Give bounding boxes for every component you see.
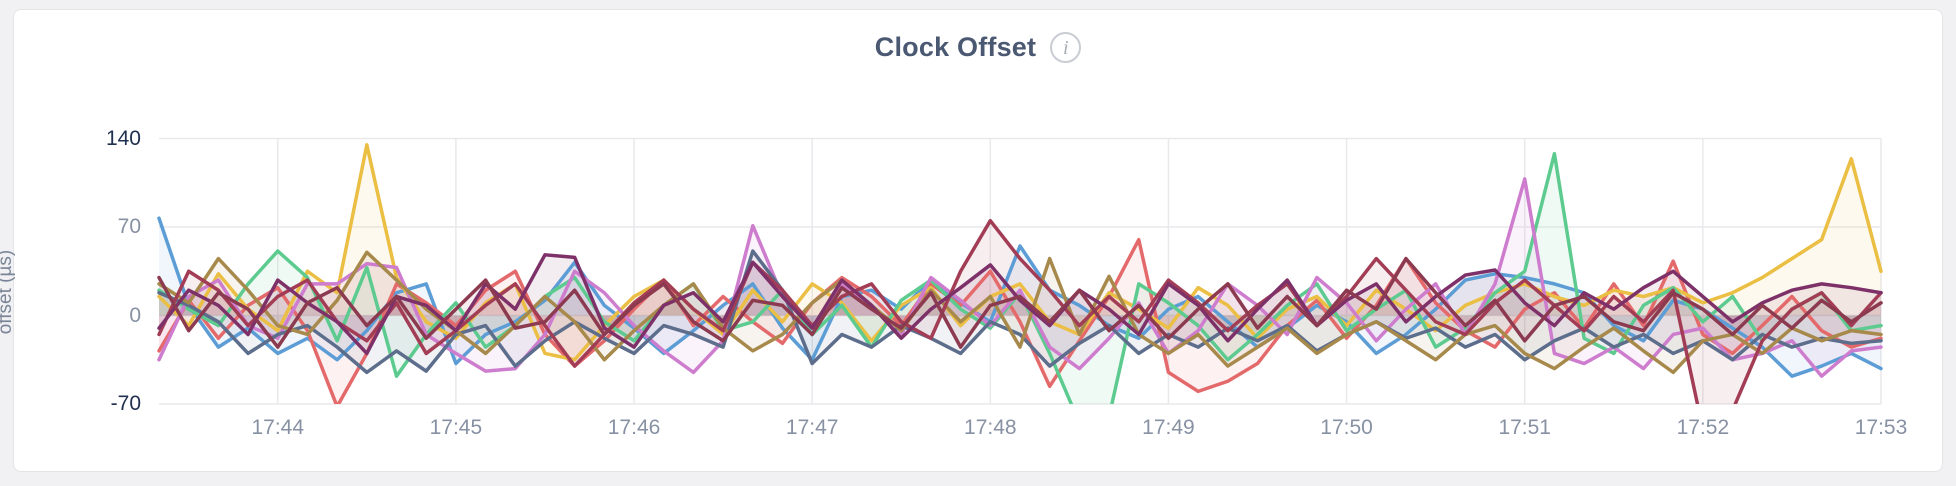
y-tick-label: -70 — [110, 392, 141, 415]
clock-offset-plot[interactable] — [14, 10, 1944, 473]
clock-offset-card: Clock Offset i offset (µs) 140 70 0 -70 17:4… — [0, 9, 1944, 473]
chart-title: Clock Offset — [874, 32, 1037, 62]
x-tick-label: 17:53 — [1854, 416, 1908, 439]
x-tick-label: 17:50 — [1320, 416, 1373, 439]
series-orchid-area — [159, 178, 1881, 377]
x-tick-label: 17:45 — [429, 416, 483, 439]
series-slate-line — [157, 249, 1883, 375]
series-wine-line — [157, 218, 1883, 404]
series-plum-area — [159, 254, 1881, 354]
series-wine-area — [159, 220, 1881, 404]
series-gold-line — [157, 143, 1883, 362]
x-tick-label: 17:46 — [607, 416, 661, 439]
x-tick-label: 17:51 — [1498, 416, 1551, 439]
chart-header: Clock Offset i — [14, 32, 1942, 63]
info-icon[interactable]: i — [1050, 32, 1082, 63]
x-tick-label: 17:48 — [964, 416, 1017, 439]
x-tick-label: 17:44 — [251, 416, 305, 439]
y-axis-label: offset (µs) — [0, 249, 16, 335]
series-maroon-area — [159, 258, 1881, 348]
y-tick-label: 0 — [129, 303, 141, 327]
x-tick-label: 17:49 — [1142, 416, 1195, 439]
clock-offset-chart[interactable]: offset (µs) 140 70 0 -70 17:44 17:45 17:46 17:4… — [0, 10, 1944, 473]
series-plum-line — [157, 253, 1883, 356]
series-khaki-area — [159, 252, 1881, 373]
x-tick-label: 17:47 — [785, 416, 839, 439]
y-tick-label: 140 — [105, 126, 141, 150]
x-tick-label: 17:52 — [1676, 416, 1730, 439]
y-tick-label: 70 — [117, 215, 141, 238]
series-maroon-line — [157, 256, 1883, 349]
